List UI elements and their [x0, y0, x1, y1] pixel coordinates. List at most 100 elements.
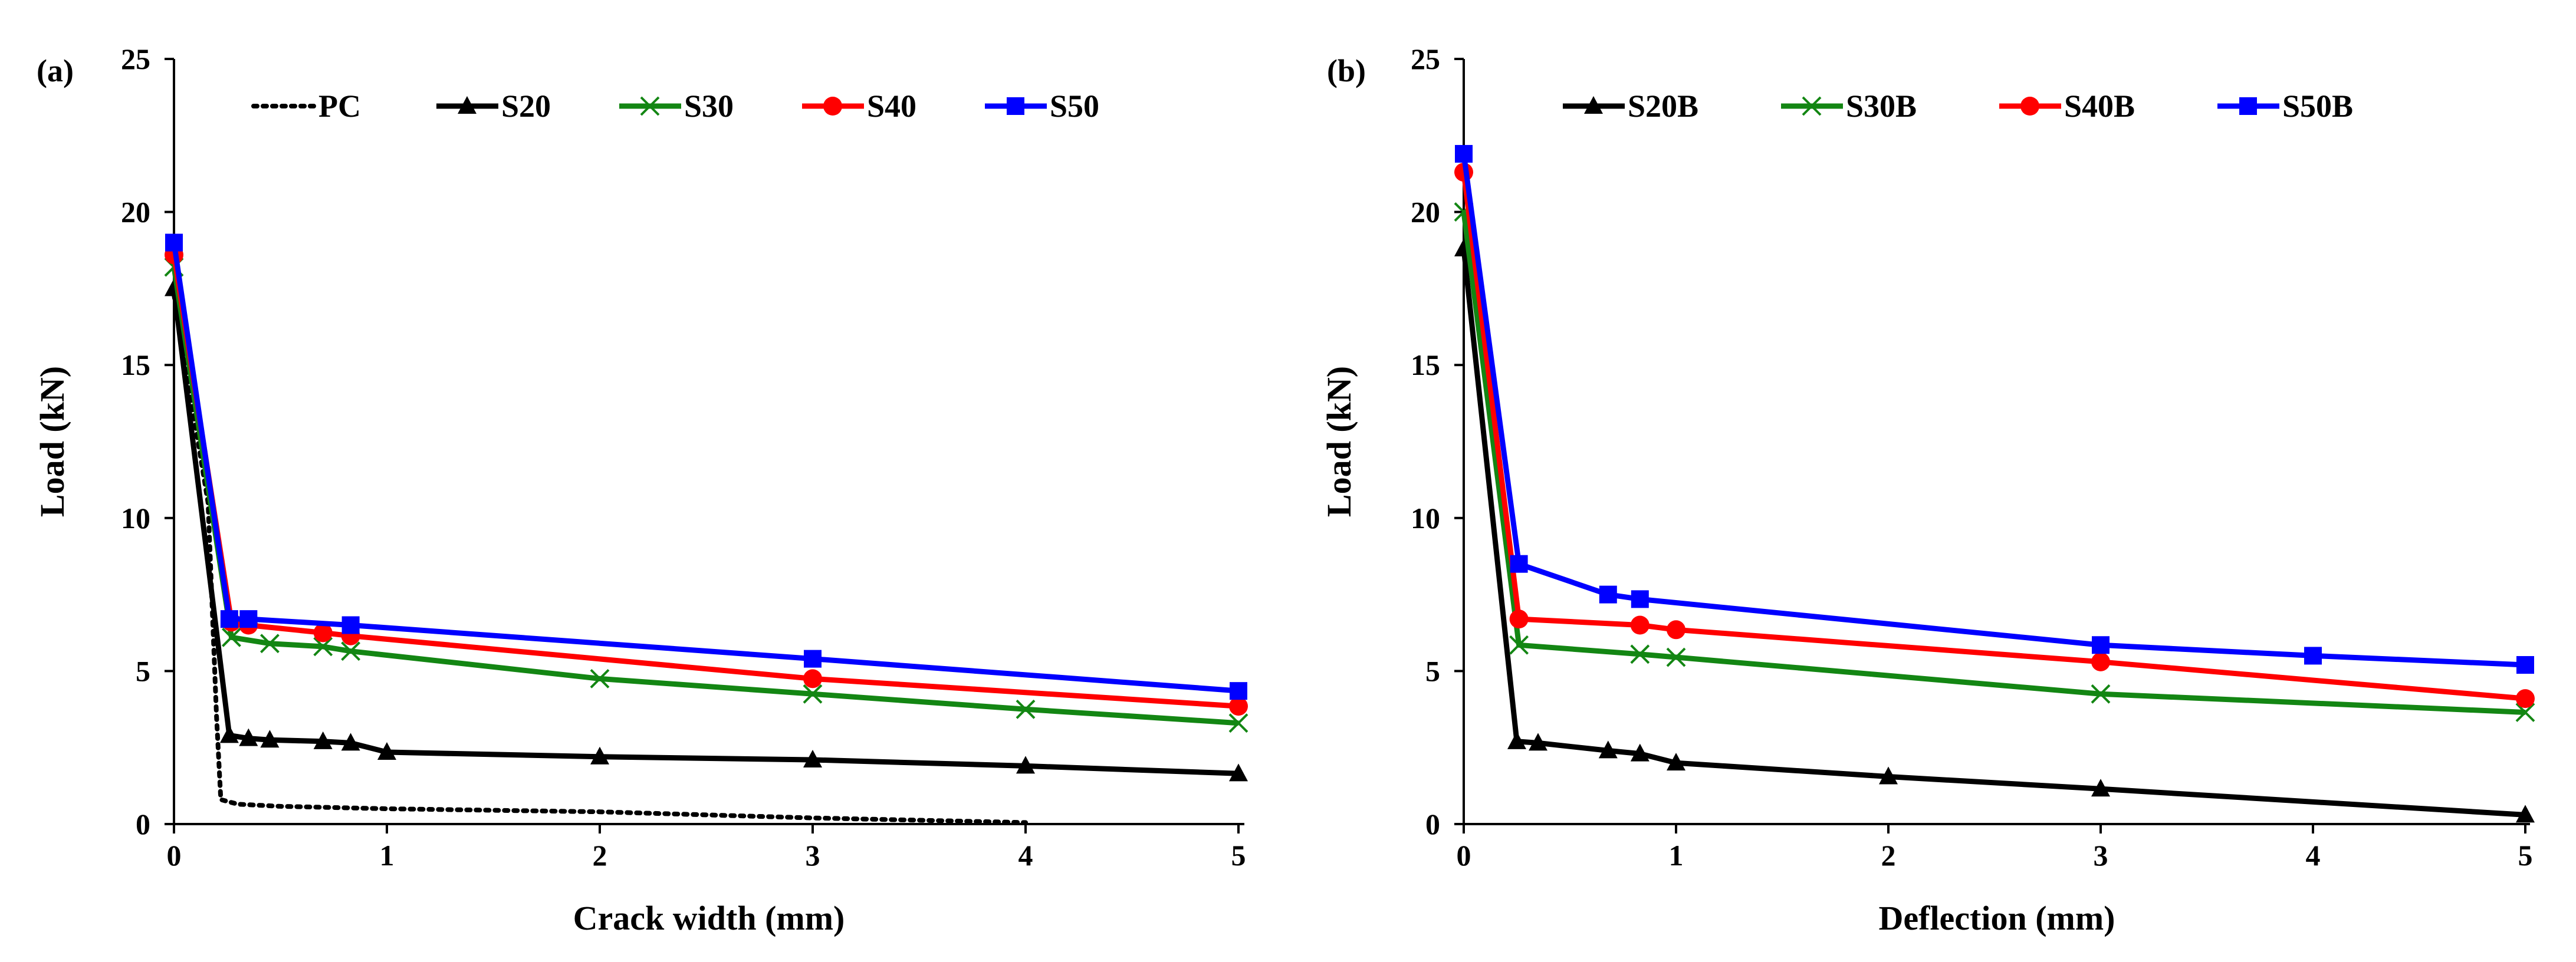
data-point [2516, 805, 2535, 823]
y-axis-label: Load (kN) [33, 366, 71, 517]
data-point [341, 641, 361, 661]
legend-label: PC [318, 88, 361, 124]
data-point [313, 623, 333, 643]
data-point [2091, 684, 2111, 704]
legend-marker [640, 96, 660, 116]
x-ticks: 0 1 2 3 4 5 [1457, 824, 2533, 872]
y-tick-label: 20 [121, 196, 150, 229]
y-ticks: 0 5 10 15 20 25 [1411, 42, 1464, 841]
legend-item: S50B [2217, 88, 2353, 124]
legend-label: S30B [1846, 88, 1917, 124]
axes: 0 1 2 3 4 5 0 5 10 15 20 25 [1411, 42, 2533, 872]
y-tick-label: 25 [121, 42, 150, 75]
legend-item: S40B [1999, 88, 2135, 124]
data-point [1879, 766, 1898, 785]
legend: S20B S30B S40B S50B [1563, 88, 2353, 124]
data-point [803, 669, 822, 688]
x-tick-label: 3 [806, 839, 820, 872]
series-pc [172, 292, 1028, 825]
legend: PC S20 S30 S40 S50 [251, 88, 1099, 124]
y-tick-label: 10 [121, 502, 150, 535]
data-point [1631, 590, 1649, 608]
legend-label: S40 [867, 88, 916, 124]
legend-label: S20B [1628, 88, 1698, 124]
x-tick-label: 4 [2306, 839, 2321, 872]
y-tick-label: 20 [1411, 196, 1440, 229]
data-point [1630, 615, 1650, 635]
panel-label: (b) [1327, 53, 1366, 88]
legend-item: S50 [985, 88, 1099, 124]
data-point [1630, 743, 1650, 762]
data-point [804, 650, 822, 668]
data-point [1455, 144, 1473, 163]
y-tick-label: 0 [1425, 808, 1440, 841]
data-point [1529, 733, 1547, 751]
legend-label: S50B [2282, 88, 2353, 124]
legend-label: S50 [1050, 88, 1099, 124]
y-tick-label: 15 [1411, 348, 1440, 381]
y-tick-label: 0 [136, 808, 150, 841]
axes: 0 1 2 3 4 5 0 5 10 15 20 25 [121, 42, 1246, 872]
series-s20 [165, 278, 1248, 782]
data-point [1598, 740, 1618, 759]
legend-marker [2239, 97, 2257, 115]
legend-item: S30 [619, 88, 734, 124]
data-point [1229, 763, 1248, 782]
data-point [1667, 753, 1685, 771]
series-s30b [1454, 202, 2535, 722]
data-point [239, 728, 258, 746]
legend-marker [1007, 97, 1024, 115]
legend-marker [2020, 97, 2039, 116]
chart-panel-b: (b) 0 1 2 3 4 5 0 5 10 15 20 25 Deflection (mm) Lo… [1320, 42, 2535, 937]
data-point [1507, 731, 1526, 749]
x-tick-label: 4 [1018, 839, 1033, 872]
data-point [1599, 585, 1617, 604]
y-tick-label: 5 [1425, 654, 1440, 687]
data-point [260, 730, 280, 748]
data-point [1228, 713, 1248, 733]
y-tick-label: 10 [1411, 502, 1440, 535]
data-point [2516, 656, 2534, 674]
data-point [2516, 689, 2535, 709]
x-ticks: 0 1 2 3 4 5 [167, 824, 1246, 872]
y-tick-label: 15 [121, 348, 150, 381]
x-axis-label: Deflection (mm) [1879, 899, 2115, 937]
series-line [1461, 212, 2526, 715]
data-point [239, 610, 258, 628]
y-ticks: 0 5 10 15 20 25 [121, 42, 174, 841]
data-point [2515, 703, 2535, 722]
chart-panel-a: (a) 0 1 2 3 4 5 0 5 10 15 20 25 Crack width (mm) L… [33, 42, 1248, 937]
data-point [1509, 610, 1529, 629]
series-line [171, 242, 1239, 694]
x-tick-label: 0 [167, 839, 182, 872]
data-point [1016, 699, 1036, 719]
data-point [313, 637, 333, 657]
data-point [1630, 644, 1650, 664]
data-point [2091, 652, 2110, 671]
x-tick-label: 5 [2518, 839, 2533, 872]
series-line [171, 266, 1239, 726]
data-point [1667, 620, 1685, 640]
plot-area [1454, 144, 2535, 823]
x-tick-label: 3 [2094, 839, 2108, 872]
data-point [313, 731, 333, 749]
data-point [2092, 636, 2110, 654]
data-point [590, 668, 610, 688]
plot-area [164, 233, 1248, 825]
legend-marker [823, 97, 842, 116]
panel-label: (a) [37, 53, 74, 88]
series-line [1461, 248, 2526, 818]
series-s50 [165, 233, 1247, 700]
x-tick-label: 1 [380, 839, 395, 872]
data-point [1509, 635, 1529, 655]
legend-marker [458, 96, 477, 114]
data-point [1016, 756, 1035, 774]
data-point [165, 233, 183, 252]
data-point [1229, 697, 1248, 716]
x-tick-label: 2 [593, 839, 607, 872]
series-s30 [164, 257, 1248, 733]
data-point [803, 749, 822, 767]
data-point [2091, 779, 2110, 797]
legend-item: S20 [436, 88, 551, 124]
